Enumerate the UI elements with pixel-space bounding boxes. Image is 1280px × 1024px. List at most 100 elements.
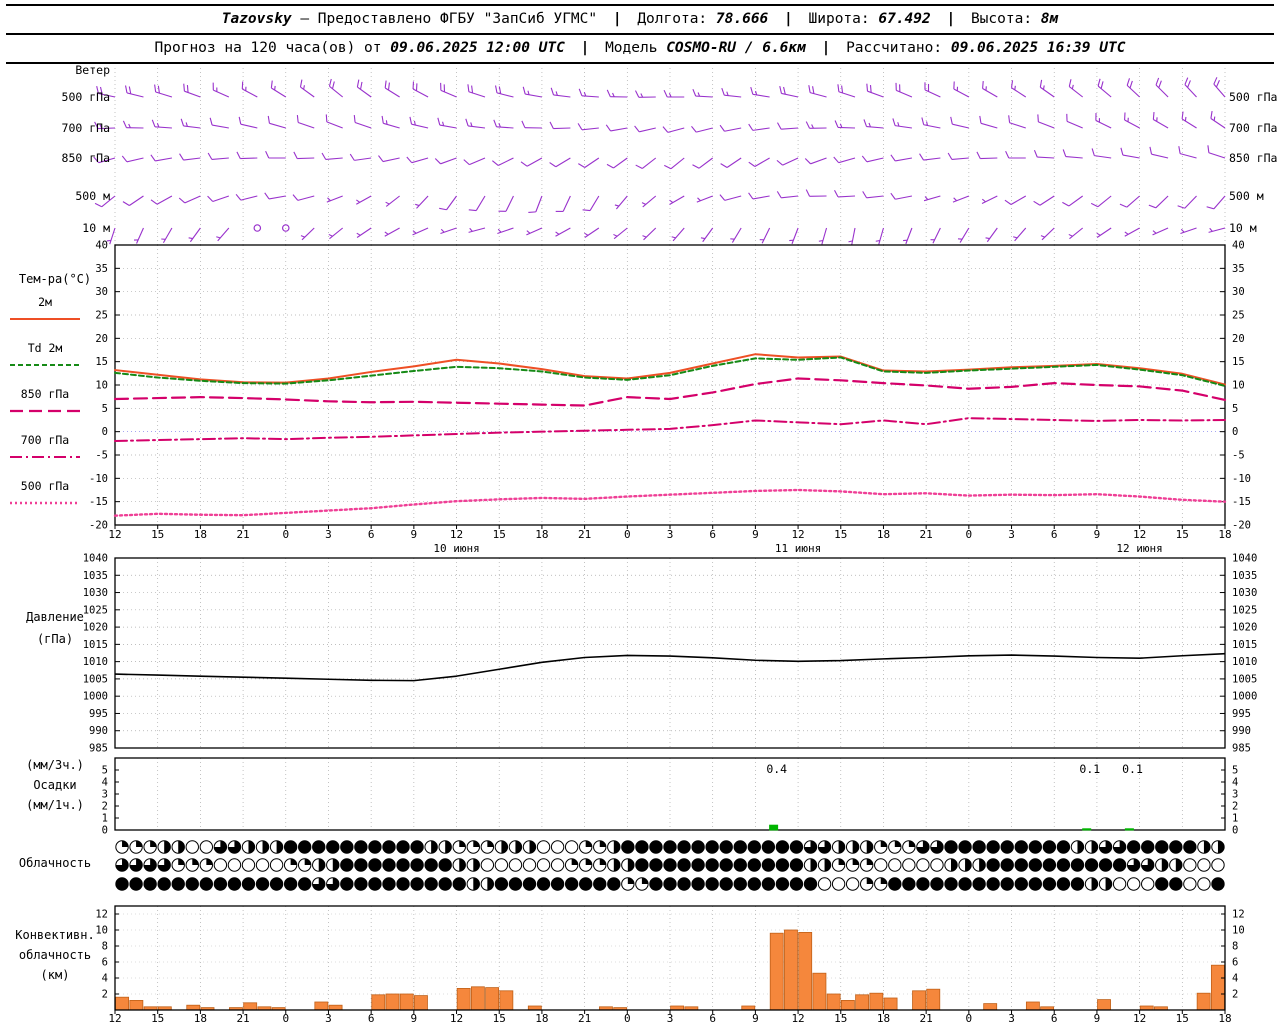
forecast-time: 09.06.2025 12:00 UTC <box>390 40 565 56</box>
wind-panel <box>93 68 1226 245</box>
wind-level-label-850hpa-right: 850 гПа <box>1229 151 1278 165</box>
svg-text:12: 12 <box>1232 909 1245 921</box>
conv-panel-units: (км) <box>40 968 70 982</box>
svg-text:0.1: 0.1 <box>1122 762 1143 776</box>
svg-text:-10: -10 <box>89 473 108 485</box>
svg-text:-5: -5 <box>95 450 108 462</box>
svg-text:1000: 1000 <box>1232 691 1257 703</box>
svg-text:40: 40 <box>95 240 108 252</box>
svg-text:15: 15 <box>1176 528 1189 541</box>
svg-text:4: 4 <box>102 973 108 985</box>
svg-text:12: 12 <box>791 1012 804 1024</box>
svg-text:1035: 1035 <box>83 570 108 582</box>
svg-text:12: 12 <box>108 528 121 541</box>
svg-text:21: 21 <box>236 1012 249 1024</box>
svg-text:12: 12 <box>1133 1012 1146 1024</box>
svg-text:1015: 1015 <box>1232 639 1257 651</box>
svg-text:1: 1 <box>102 813 108 825</box>
wind-level-label-700hpa: 700 гПа <box>61 121 110 135</box>
svg-text:15: 15 <box>151 1012 164 1024</box>
svg-text:0: 0 <box>624 528 631 541</box>
svg-text:12: 12 <box>108 1012 121 1024</box>
svg-text:1010: 1010 <box>83 656 108 668</box>
svg-text:12: 12 <box>450 1012 463 1024</box>
svg-text:18: 18 <box>1218 1012 1231 1024</box>
svg-text:21: 21 <box>578 528 591 541</box>
svg-text:1040: 1040 <box>1232 553 1257 565</box>
time-axis-bottom: 12 15 18 21 0 3 6 9 12 15 18 21 0 3 6 9 12 15 18 21 0 3 6 9 12 15… <box>108 1010 1232 1024</box>
svg-text:30: 30 <box>95 286 108 298</box>
pressure-panel-title: Давление <box>26 610 84 624</box>
svg-text:20: 20 <box>1232 333 1245 345</box>
svg-text:21: 21 <box>236 528 249 541</box>
conv-panel: 2 2 4 4 6 6 8 8 10 10 12 12 <box>95 905 1245 1011</box>
separator: | <box>821 40 831 56</box>
svg-text:1030: 1030 <box>1232 587 1257 599</box>
svg-text:18: 18 <box>1218 528 1231 541</box>
calc-label: Рассчитано: <box>846 40 943 56</box>
header-line-1: Tazovsky — Предоставлено ФГБУ "ЗапСиб УГ… <box>6 6 1274 35</box>
svg-text:0: 0 <box>282 528 289 541</box>
altitude-value: 8м <box>1040 11 1059 27</box>
wind-level-label-10m: 10 м <box>82 221 110 235</box>
svg-text:1005: 1005 <box>83 673 108 685</box>
svg-text:11 июня: 11 июня <box>775 542 821 555</box>
svg-text:1040: 1040 <box>83 553 108 565</box>
temp-panel-title: Тем-ра(°C) <box>18 272 92 286</box>
svg-text:3: 3 <box>325 528 332 541</box>
svg-text:10 июня: 10 июня <box>433 542 479 555</box>
precip-units-3h: (мм/3ч.) <box>26 758 84 772</box>
svg-text:9: 9 <box>1094 528 1101 541</box>
temp-panel: -20 -20 -15 -15 -10 -10 -5 -5 0 0 5 5 10 10 15 15 20 20 25… <box>89 240 1251 532</box>
svg-text:10: 10 <box>95 380 108 392</box>
svg-text:6: 6 <box>368 528 375 541</box>
svg-text:35: 35 <box>95 263 108 275</box>
svg-text:700 гПа: 700 гПа <box>21 433 69 447</box>
svg-text:20: 20 <box>95 333 108 345</box>
svg-text:3: 3 <box>325 1012 332 1024</box>
svg-text:985: 985 <box>1232 743 1251 755</box>
svg-text:0: 0 <box>966 1012 973 1024</box>
forecast-label: Прогноз на 120 часа(ов) от <box>154 40 382 56</box>
svg-text:4: 4 <box>102 777 108 789</box>
precip-panel-title: Осадки <box>33 778 77 792</box>
svg-text:3: 3 <box>102 789 108 801</box>
wind-level-label-850hpa: 850 гПа <box>61 151 110 165</box>
station-name: Tazovsky <box>221 11 292 27</box>
svg-text:4: 4 <box>1232 973 1238 985</box>
separator: | <box>946 11 956 27</box>
svg-text:15: 15 <box>493 528 506 541</box>
wind-level-label-500m-right: 500 м <box>1229 189 1264 203</box>
wind-level-label-500hpa-right: 500 гПа <box>1229 90 1278 104</box>
svg-text:9: 9 <box>411 1012 418 1024</box>
svg-text:0: 0 <box>1232 825 1238 837</box>
svg-text:10: 10 <box>95 925 108 937</box>
latitude-label: Широта: <box>808 11 870 27</box>
svg-text:25: 25 <box>1232 310 1245 322</box>
svg-text:21: 21 <box>920 1012 933 1024</box>
svg-text:18: 18 <box>535 528 548 541</box>
svg-text:15: 15 <box>834 1012 847 1024</box>
svg-text:Td 2м: Td 2м <box>28 341 63 355</box>
svg-text:35: 35 <box>1232 263 1245 275</box>
svg-text:1020: 1020 <box>1232 622 1257 634</box>
svg-text:15: 15 <box>151 528 164 541</box>
svg-text:2: 2 <box>1232 801 1238 813</box>
provider-text: — Предоставлено ФГБУ "ЗапСиб УГМС" <box>300 11 598 27</box>
svg-text:2: 2 <box>1232 989 1238 1001</box>
svg-text:1035: 1035 <box>1232 570 1257 582</box>
svg-text:12: 12 <box>95 909 108 921</box>
svg-text:2м: 2м <box>38 295 52 309</box>
wind-level-label-500m: 500 м <box>75 189 110 203</box>
svg-text:3: 3 <box>1232 789 1238 801</box>
svg-text:-15: -15 <box>89 496 108 508</box>
svg-text:1000: 1000 <box>83 691 108 703</box>
svg-text:6: 6 <box>102 957 108 969</box>
svg-text:15: 15 <box>95 356 108 368</box>
svg-text:850 гПа: 850 гПа <box>21 387 69 401</box>
svg-text:5: 5 <box>1232 403 1238 415</box>
svg-text:995: 995 <box>1232 708 1251 720</box>
conv-panel-title-1: Конвективн. <box>15 928 95 942</box>
svg-text:1005: 1005 <box>1232 673 1257 685</box>
svg-text:990: 990 <box>1232 725 1251 737</box>
